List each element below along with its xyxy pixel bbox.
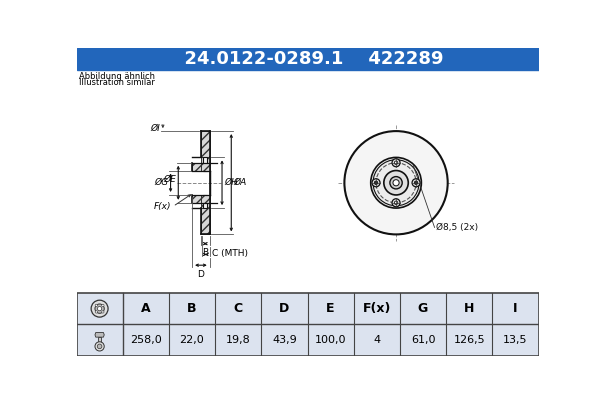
- Circle shape: [102, 311, 104, 313]
- Text: 19,8: 19,8: [226, 335, 251, 345]
- Circle shape: [392, 199, 400, 207]
- Text: D: D: [279, 302, 290, 315]
- Text: ØA: ØA: [233, 178, 247, 187]
- Circle shape: [344, 131, 448, 234]
- Text: A: A: [141, 302, 151, 315]
- Text: B: B: [187, 302, 197, 315]
- Circle shape: [97, 344, 102, 349]
- Bar: [77, 293, 539, 356]
- Text: C (MTH): C (MTH): [212, 249, 248, 258]
- Circle shape: [95, 304, 97, 306]
- Polygon shape: [203, 158, 208, 170]
- Circle shape: [95, 311, 97, 313]
- Text: 24.0122-0289.1    422289: 24.0122-0289.1 422289: [172, 50, 443, 68]
- Polygon shape: [95, 332, 104, 337]
- Circle shape: [412, 179, 420, 187]
- Text: 13,5: 13,5: [503, 335, 527, 345]
- Text: Abbildung ähnlich: Abbildung ähnlich: [79, 72, 155, 81]
- Circle shape: [415, 181, 418, 184]
- Text: 126,5: 126,5: [454, 335, 485, 345]
- Text: 61,0: 61,0: [411, 335, 435, 345]
- Text: F(x): F(x): [154, 202, 172, 211]
- Circle shape: [373, 160, 419, 206]
- Text: ØE: ØE: [163, 174, 176, 183]
- Text: 4: 4: [373, 335, 380, 345]
- Polygon shape: [201, 131, 210, 158]
- Text: Ø8,5 (2x): Ø8,5 (2x): [436, 223, 478, 232]
- Text: C: C: [233, 302, 243, 315]
- Text: 22,0: 22,0: [179, 335, 205, 345]
- Polygon shape: [201, 195, 210, 203]
- Text: B: B: [202, 248, 208, 257]
- Text: 100,0: 100,0: [315, 335, 346, 345]
- Polygon shape: [203, 195, 208, 208]
- Text: ØG: ØG: [154, 178, 168, 187]
- Text: G: G: [418, 302, 428, 315]
- Bar: [98, 337, 101, 345]
- Polygon shape: [208, 158, 210, 170]
- Circle shape: [372, 179, 380, 187]
- Circle shape: [102, 304, 104, 306]
- Circle shape: [95, 304, 104, 313]
- Circle shape: [384, 170, 408, 195]
- Text: ØI: ØI: [151, 124, 161, 132]
- Circle shape: [97, 306, 102, 311]
- Text: 43,9: 43,9: [272, 335, 297, 345]
- Circle shape: [91, 300, 108, 317]
- Circle shape: [390, 176, 402, 189]
- Polygon shape: [201, 158, 203, 170]
- Polygon shape: [208, 195, 210, 208]
- Circle shape: [371, 158, 421, 208]
- Polygon shape: [201, 163, 210, 170]
- Polygon shape: [192, 195, 201, 203]
- Text: F(x): F(x): [362, 302, 391, 315]
- Circle shape: [374, 181, 378, 184]
- Circle shape: [392, 159, 400, 167]
- Circle shape: [394, 161, 398, 164]
- Circle shape: [95, 342, 104, 351]
- Text: I: I: [513, 302, 518, 315]
- Text: Illustration similar: Illustration similar: [79, 78, 155, 87]
- Text: H: H: [464, 302, 475, 315]
- Circle shape: [393, 180, 399, 186]
- Text: D: D: [197, 270, 205, 279]
- Polygon shape: [192, 163, 201, 170]
- Text: ØH: ØH: [224, 178, 238, 187]
- Polygon shape: [201, 195, 203, 208]
- Circle shape: [394, 201, 398, 204]
- Polygon shape: [201, 208, 210, 234]
- Text: 258,0: 258,0: [130, 335, 161, 345]
- Text: E: E: [326, 302, 335, 315]
- Bar: [77, 48, 539, 70]
